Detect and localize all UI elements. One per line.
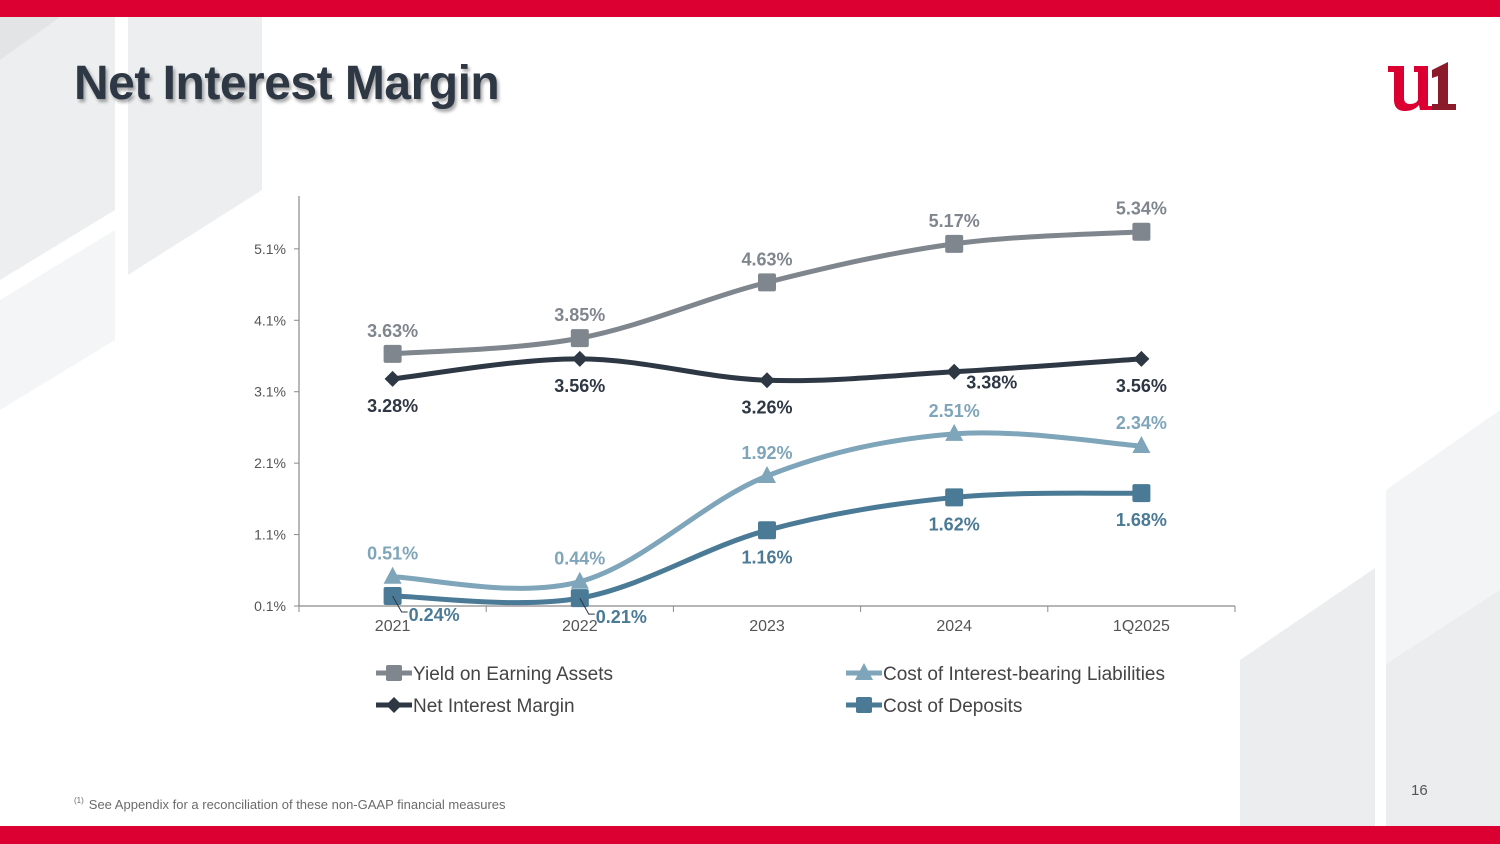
legend-item-net-interest-margin: Net Interest Margin xyxy=(376,696,575,717)
data-point-net-interest-margin xyxy=(946,363,963,380)
data-label-cost-of-deposits: 0.24% xyxy=(409,605,460,625)
y-tick-label: 0.1% xyxy=(254,598,286,614)
data-point-net-interest-margin xyxy=(571,350,588,367)
top-brand-bar xyxy=(0,0,1500,17)
legend-swatch-marker xyxy=(856,697,872,713)
data-label-cost-of-deposits: 1.62% xyxy=(929,514,980,534)
data-point-yield-on-earning-assets xyxy=(570,329,589,348)
data-label-net-interest-margin: 3.56% xyxy=(1116,376,1167,396)
data-label-yield-on-earning-assets: 5.17% xyxy=(929,211,980,231)
data-label-net-interest-margin: 3.56% xyxy=(554,376,605,396)
legend-label: Yield on Earning Assets xyxy=(413,664,613,685)
data-label-cost-of-interest-bearing-liabilities: 1.92% xyxy=(741,443,792,463)
data-point-yield-on-earning-assets xyxy=(383,344,402,363)
data-label-net-interest-margin: 3.26% xyxy=(741,397,792,417)
data-label-yield-on-earning-assets: 3.85% xyxy=(554,305,605,325)
data-label-cost-of-deposits: 1.16% xyxy=(741,547,792,567)
footnote-text: See Appendix for a reconciliation of the… xyxy=(88,797,506,812)
data-label-cost-of-deposits: 0.21% xyxy=(596,607,647,627)
y-tick-label: 3.1% xyxy=(254,384,286,400)
legend-item-cost-of-deposits: Cost of Deposits xyxy=(846,696,1022,717)
data-label-yield-on-earning-assets: 5.34% xyxy=(1116,199,1167,219)
u1-logo-icon xyxy=(1388,62,1456,111)
data-point-net-interest-margin xyxy=(384,370,401,387)
data-point-cost-of-interest-bearing-liabilities xyxy=(945,423,964,441)
bottom-brand-bar xyxy=(0,826,1500,844)
data-point-cost-of-deposits xyxy=(1132,484,1151,503)
legend-label: Net Interest Margin xyxy=(413,696,575,717)
y-tick-label: 1.1% xyxy=(254,527,286,543)
legend-label: Cost of Deposits xyxy=(883,696,1022,717)
legend-swatch-marker xyxy=(386,697,402,713)
data-point-cost-of-interest-bearing-liabilities xyxy=(1132,436,1151,453)
x-tick-label: 1Q2025 xyxy=(1113,618,1170,635)
footnote-marker: (1) xyxy=(74,796,84,805)
data-point-cost-of-interest-bearing-liabilities xyxy=(570,571,589,589)
footnote: (1) See Appendix for a reconciliation of … xyxy=(74,796,506,812)
data-point-cost-of-interest-bearing-liabilities xyxy=(758,466,776,483)
data-point-cost-of-deposits xyxy=(945,488,964,507)
data-label-cost-of-interest-bearing-liabilities: 0.51% xyxy=(367,544,418,564)
data-point-yield-on-earning-assets xyxy=(945,234,964,253)
label-leader-line xyxy=(579,597,595,615)
x-tick-label: 2024 xyxy=(936,618,972,635)
page-number: 16 xyxy=(1411,782,1428,799)
x-tick-label: 2022 xyxy=(562,618,598,635)
legend-swatch-marker xyxy=(855,663,873,680)
data-label-cost-of-interest-bearing-liabilities: 0.44% xyxy=(554,549,605,569)
data-point-cost-of-interest-bearing-liabilities xyxy=(383,566,402,584)
y-tick-label: 2.1% xyxy=(254,455,286,471)
y-tick-label: 4.1% xyxy=(254,312,286,328)
data-label-net-interest-margin: 3.38% xyxy=(966,373,1017,393)
legend-swatch-marker xyxy=(386,665,402,681)
legend-label: Cost of Interest-bearing Liabilities xyxy=(883,664,1165,685)
data-label-cost-of-interest-bearing-liabilities: 2.34% xyxy=(1116,413,1167,433)
data-label-yield-on-earning-assets: 4.63% xyxy=(741,249,792,269)
data-label-cost-of-deposits: 1.68% xyxy=(1116,510,1167,530)
y-tick-label: 5.1% xyxy=(254,241,286,257)
data-point-net-interest-margin xyxy=(759,372,775,389)
x-tick-label: 2023 xyxy=(749,618,785,635)
slide-title: Net Interest Margin xyxy=(74,57,500,110)
data-point-net-interest-margin xyxy=(1133,350,1150,367)
legend-item-yield-on-earning-assets: Yield on Earning Assets xyxy=(376,664,613,685)
legend-item-cost-of-interest-bearing-liabilities: Cost of Interest-bearing Liabilities xyxy=(846,663,1165,685)
data-point-cost-of-deposits xyxy=(758,521,776,540)
label-leader-line xyxy=(392,595,408,613)
data-point-yield-on-earning-assets xyxy=(1132,222,1151,241)
data-point-yield-on-earning-assets xyxy=(758,273,776,292)
data-label-net-interest-margin: 3.28% xyxy=(367,396,418,416)
data-label-cost-of-interest-bearing-liabilities: 2.51% xyxy=(929,401,980,421)
data-label-yield-on-earning-assets: 3.63% xyxy=(367,321,418,341)
x-tick-label: 2021 xyxy=(375,618,411,635)
